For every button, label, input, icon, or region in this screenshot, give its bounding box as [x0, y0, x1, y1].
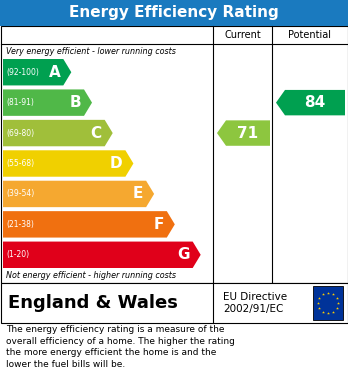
- Text: Energy Efficiency Rating: Energy Efficiency Rating: [69, 5, 279, 20]
- Text: F: F: [153, 217, 164, 232]
- Text: G: G: [177, 247, 190, 262]
- Polygon shape: [3, 181, 154, 207]
- Bar: [0, 26, 348, 283]
- Text: (69-80): (69-80): [6, 129, 34, 138]
- Text: EU Directive
2002/91/EC: EU Directive 2002/91/EC: [223, 292, 287, 314]
- Text: D: D: [110, 156, 122, 171]
- Text: A: A: [49, 65, 60, 80]
- Polygon shape: [3, 59, 71, 85]
- Text: England & Wales: England & Wales: [8, 294, 178, 312]
- Text: 84: 84: [304, 95, 326, 110]
- Text: (1-20): (1-20): [6, 250, 29, 259]
- Bar: [0, 283, 348, 323]
- Text: Current: Current: [224, 30, 261, 40]
- Polygon shape: [3, 150, 133, 177]
- Text: 71: 71: [237, 126, 259, 141]
- Text: Not energy efficient - higher running costs: Not energy efficient - higher running co…: [6, 271, 176, 280]
- Text: C: C: [90, 126, 102, 141]
- Text: (92-100): (92-100): [6, 68, 39, 77]
- Text: (39-54): (39-54): [6, 189, 34, 198]
- Text: Potential: Potential: [288, 30, 331, 40]
- Text: (21-38): (21-38): [6, 220, 34, 229]
- Polygon shape: [217, 120, 270, 146]
- Bar: [313, 286, 343, 320]
- Polygon shape: [3, 242, 201, 268]
- Text: (81-91): (81-91): [6, 98, 34, 107]
- Text: The energy efficiency rating is a measure of the
overall efficiency of a home. T: The energy efficiency rating is a measur…: [6, 325, 235, 369]
- Polygon shape: [3, 120, 113, 146]
- Polygon shape: [3, 90, 92, 116]
- Polygon shape: [3, 211, 175, 238]
- Text: E: E: [133, 187, 143, 201]
- Polygon shape: [276, 90, 345, 115]
- Text: Very energy efficient - lower running costs: Very energy efficient - lower running co…: [6, 47, 176, 56]
- Text: B: B: [69, 95, 81, 110]
- Text: (55-68): (55-68): [6, 159, 34, 168]
- Bar: [0, 0, 348, 26]
